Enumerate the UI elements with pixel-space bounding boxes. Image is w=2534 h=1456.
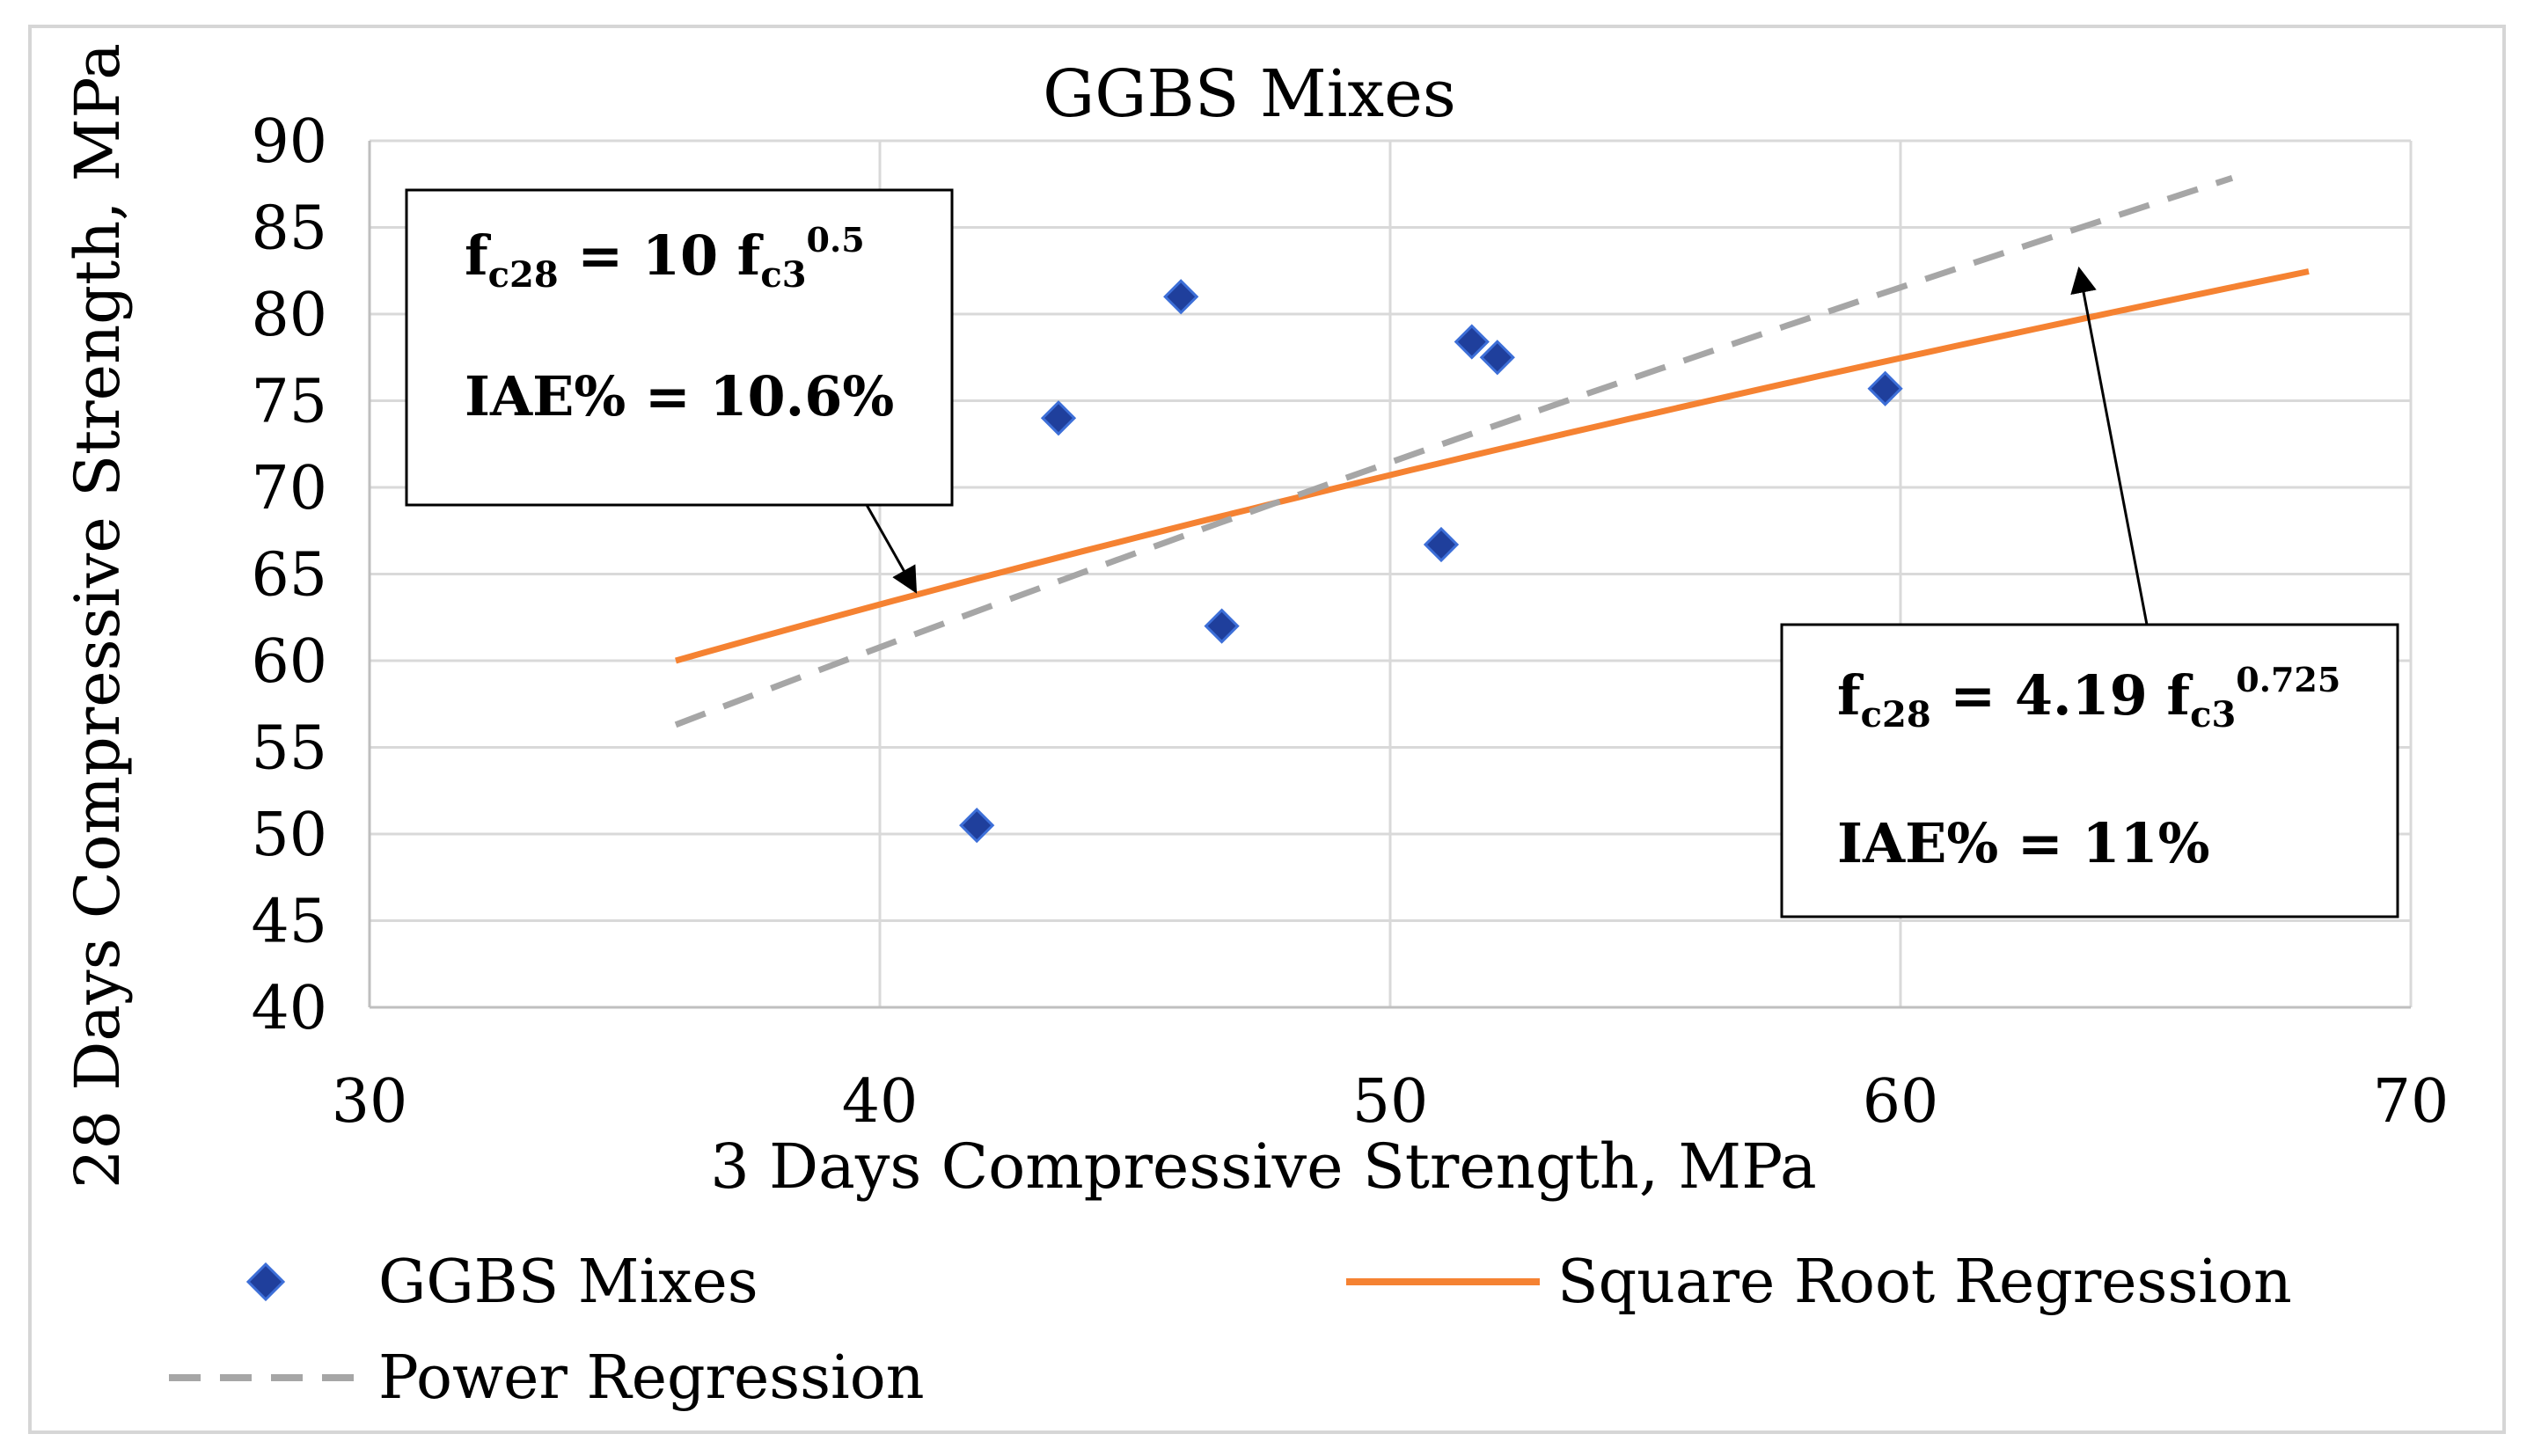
data-point — [1479, 340, 1515, 376]
data-points — [959, 279, 1903, 844]
x-tick-label: 30 — [332, 1067, 408, 1137]
regression-lines — [674, 174, 2310, 728]
x-tick-label: 60 — [1863, 1067, 1939, 1137]
data-point — [959, 808, 995, 844]
legend-item-power: Power Regression — [169, 1343, 925, 1413]
legend-label-square-root: Square Root Regression — [1557, 1247, 2292, 1317]
y-tick-label: 80 — [251, 281, 327, 350]
annotation-box-square-root — [405, 188, 954, 507]
eq-subscript-2: c3 — [2190, 694, 2236, 735]
y-tick-label: 90 — [251, 107, 327, 177]
y-tick-label: 75 — [251, 368, 327, 437]
data-point — [1163, 279, 1199, 315]
y-tick-label: 70 — [251, 454, 327, 523]
legend-label-ggbs-mixes: GGBS Mixes — [378, 1247, 758, 1317]
annotation-equation-square-root: fc28 = 10 fc30.5 — [465, 220, 865, 296]
y-axis-ticks: 40 45 50 55 60 65 70 75 80 85 90 — [251, 107, 327, 1043]
y-axis-label: 28 Days Compressive Strength, MPa — [62, 43, 134, 1189]
data-point — [1204, 608, 1240, 644]
legend-label-power: Power Regression — [378, 1343, 925, 1413]
annotation-iae-power: IAE% = 11% — [1837, 811, 2210, 875]
x-tick-label: 50 — [1352, 1067, 1429, 1137]
y-tick-label: 60 — [251, 627, 327, 697]
legend-item-ggbs-mixes: GGBS Mixes — [245, 1247, 758, 1317]
eq-subscript: c28 — [1861, 694, 1931, 735]
data-point — [1454, 324, 1490, 360]
eq-superscript: 0.725 — [2236, 660, 2340, 699]
chart-title: GGBS Mixes — [1043, 56, 1456, 132]
eq-middle: = 4.19 f — [1931, 663, 2193, 728]
x-axis-label: 3 Days Compressive Strength, MPa — [710, 1130, 1817, 1203]
power-regression-line — [674, 174, 2234, 728]
y-tick-label: 40 — [251, 974, 327, 1043]
x-axis-ticks: 30 40 50 60 70 — [332, 1067, 2450, 1137]
legend-diamond-icon — [245, 1262, 286, 1302]
data-point — [1423, 526, 1460, 563]
eq-symbol: f — [1837, 663, 1864, 728]
y-tick-label: 55 — [251, 714, 327, 784]
plot-area-border — [368, 141, 2411, 1009]
annotation-square-root: fc28 = 10 fc30.5 IAE% = 10.6% — [405, 188, 954, 594]
annotation-arrow-power — [2070, 266, 2149, 626]
eq-symbol: f — [465, 223, 491, 288]
y-tick-label: 50 — [251, 801, 327, 870]
annotation-arrow-square-root — [865, 504, 918, 594]
data-point — [1867, 370, 1903, 406]
annotation-iae-square-root: IAE% = 10.6% — [465, 364, 894, 428]
eq-superscript: 0.5 — [807, 220, 865, 260]
y-tick-label: 85 — [251, 194, 327, 264]
x-tick-label: 40 — [842, 1067, 919, 1137]
y-tick-label: 45 — [251, 888, 327, 957]
legend: GGBS Mixes Square Root Regression Power … — [169, 1247, 2292, 1413]
annotation-power: fc28 = 4.19 fc30.725 IAE% = 11% — [1780, 266, 2399, 918]
y-tick-label: 65 — [251, 541, 327, 611]
square-root-regression-line — [675, 268, 2310, 664]
eq-middle: = 10 f — [559, 223, 764, 288]
annotation-box-power — [1780, 623, 2399, 918]
eq-subscript-2: c3 — [760, 254, 806, 296]
eq-subscript: c28 — [488, 254, 559, 296]
data-point — [1040, 400, 1077, 436]
legend-item-square-root: Square Root Regression — [1346, 1247, 2292, 1317]
annotation-equation-power: fc28 = 4.19 fc30.725 — [1837, 660, 2340, 735]
x-tick-label: 70 — [2373, 1067, 2450, 1137]
